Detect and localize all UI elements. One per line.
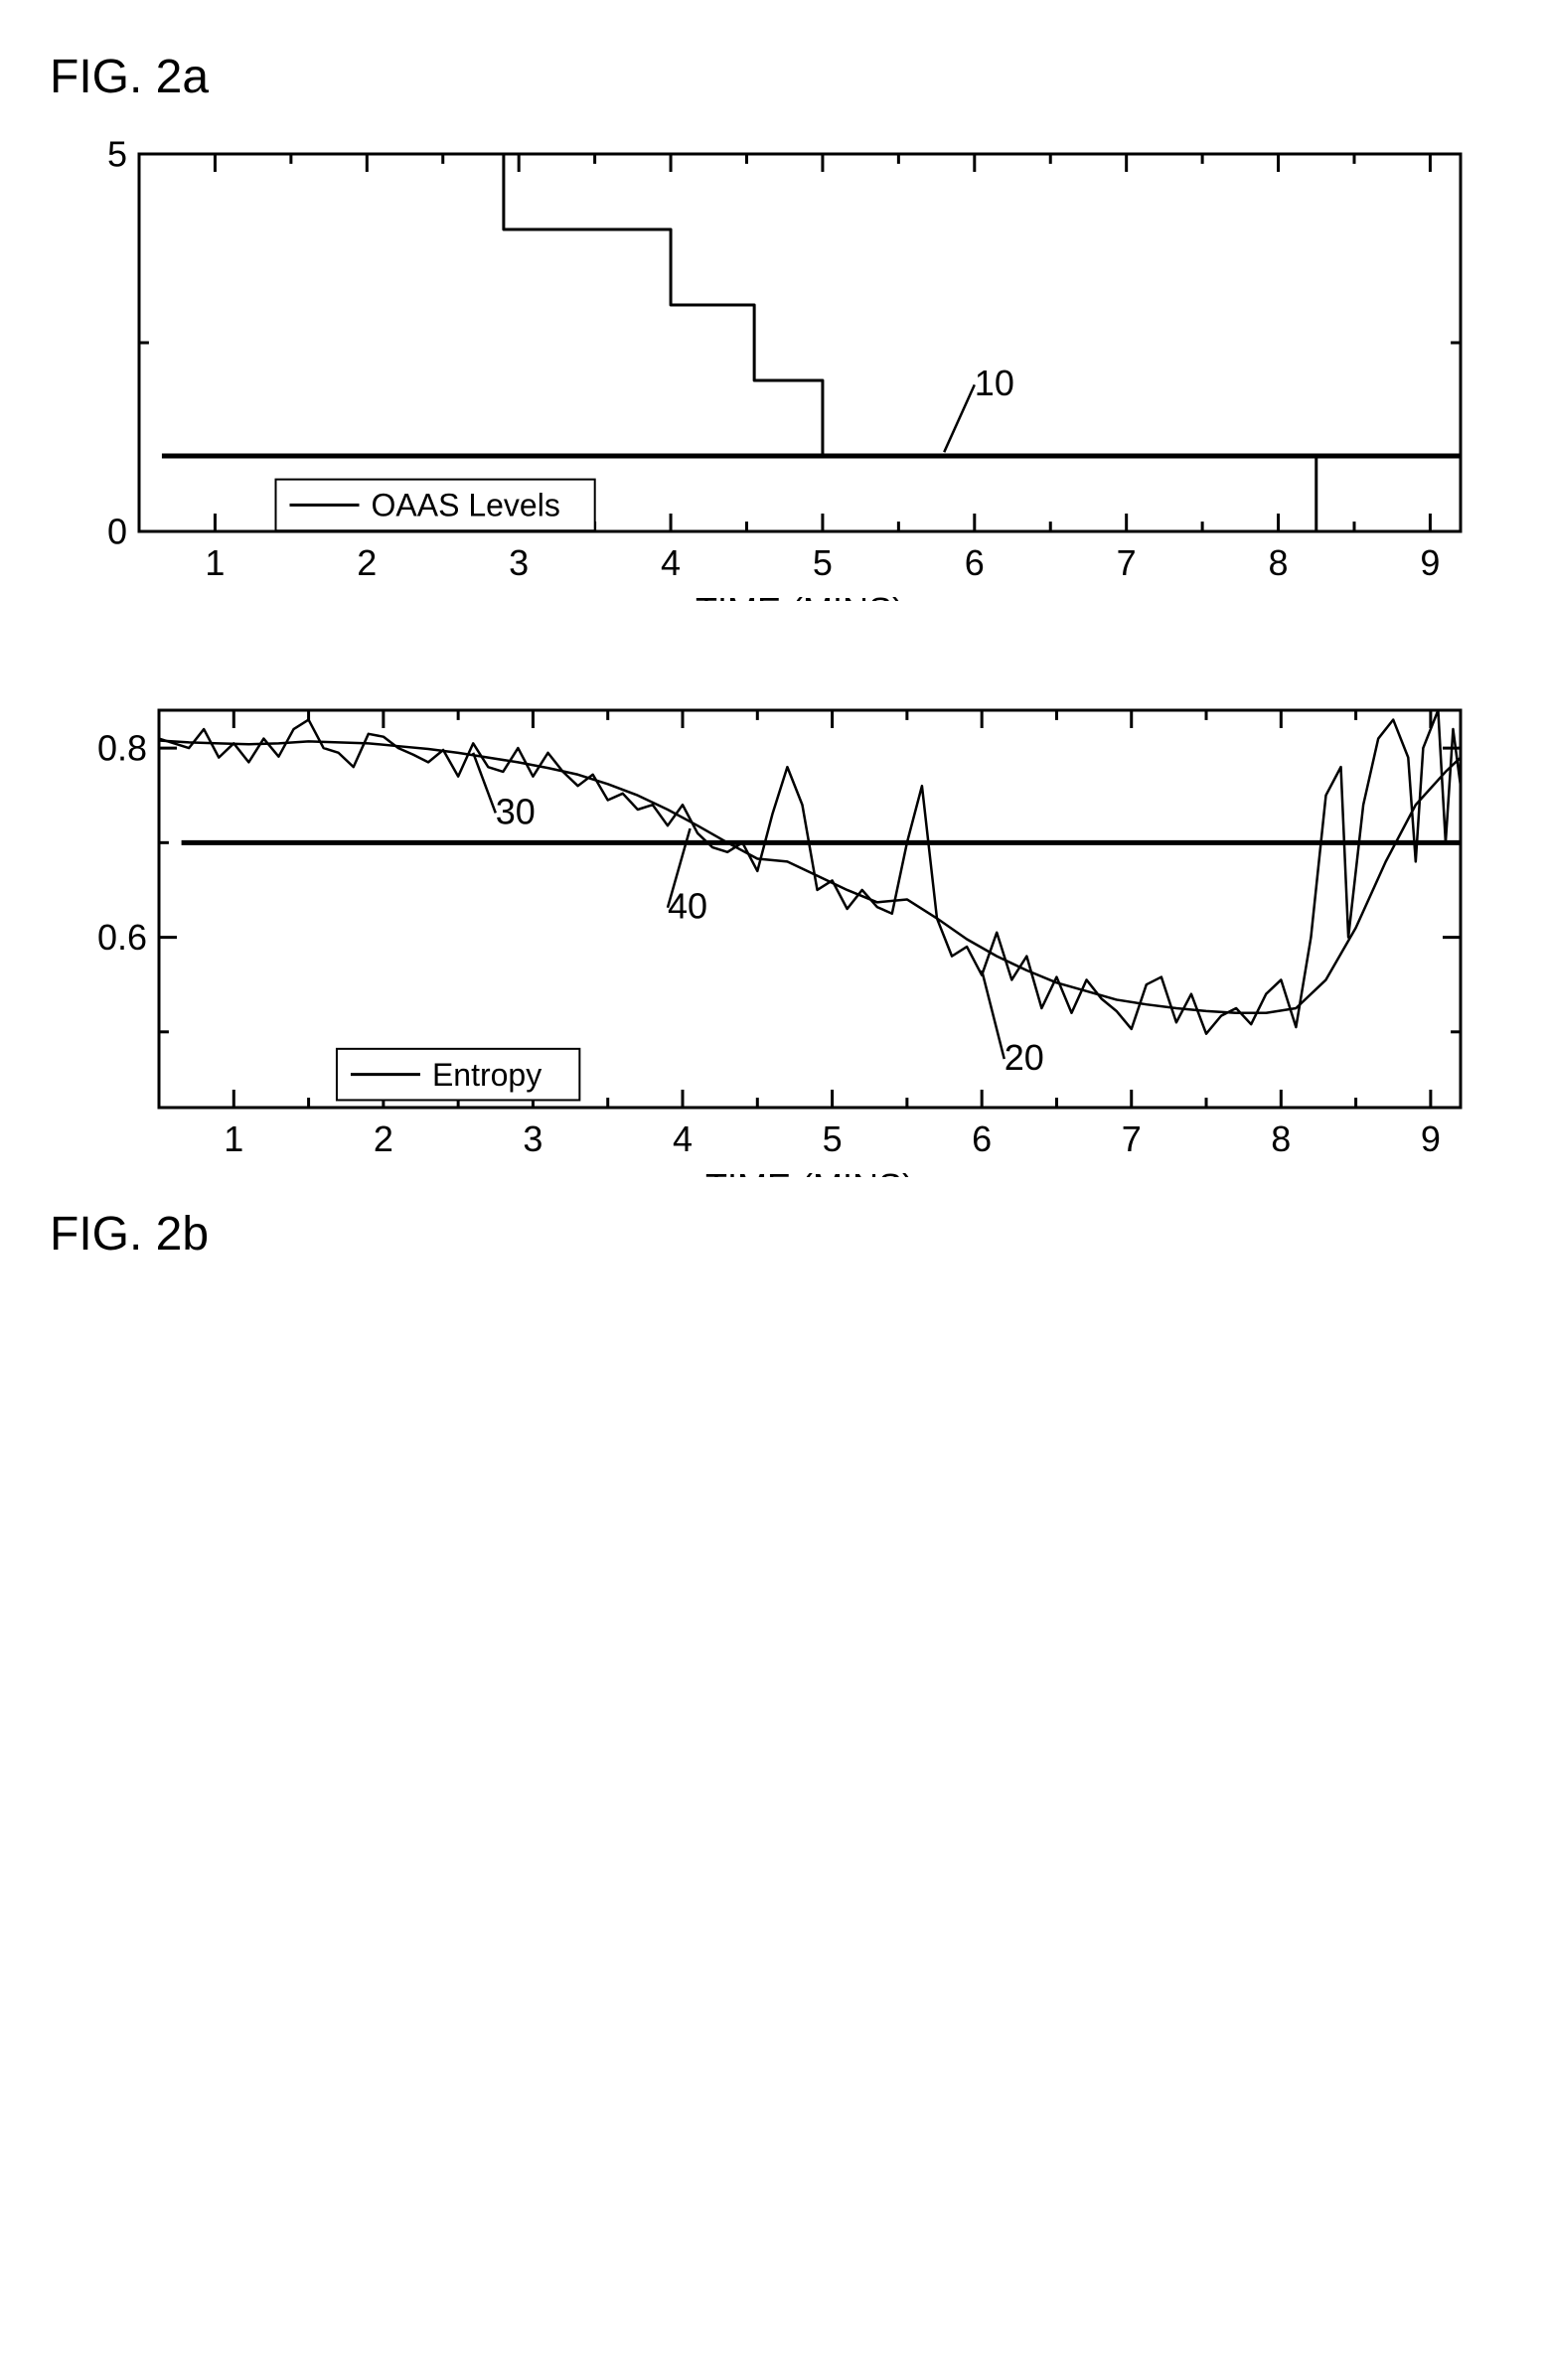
svg-text:Entropy: Entropy bbox=[432, 1057, 541, 1093]
figure-2a-label: FIG. 2a bbox=[50, 50, 1497, 104]
svg-text:1: 1 bbox=[224, 1118, 243, 1159]
svg-text:0: 0 bbox=[107, 512, 127, 552]
chart-2a: 1 2 3 4 5 6 7 8 9 0 5 TIME (MINS) 10 OAAS Levels bbox=[50, 124, 1490, 601]
svg-text:TIME (MINS): TIME (MINS) bbox=[696, 590, 904, 601]
svg-text:3: 3 bbox=[509, 542, 529, 583]
svg-text:9: 9 bbox=[1420, 542, 1440, 583]
svg-text:6: 6 bbox=[972, 1118, 992, 1159]
svg-text:7: 7 bbox=[1117, 542, 1137, 583]
svg-text:9: 9 bbox=[1421, 1118, 1441, 1159]
svg-text:6: 6 bbox=[965, 542, 985, 583]
svg-text:3: 3 bbox=[523, 1118, 542, 1159]
figure-2b: 1234567890.60.8TIME (MINS)304020Entropy … bbox=[50, 680, 1497, 1262]
svg-text:7: 7 bbox=[1122, 1118, 1142, 1159]
svg-text:40: 40 bbox=[668, 886, 707, 927]
svg-text:OAAS Levels: OAAS Levels bbox=[372, 488, 560, 523]
svg-text:4: 4 bbox=[673, 1118, 693, 1159]
svg-text:5: 5 bbox=[813, 542, 833, 583]
svg-text:0.8: 0.8 bbox=[97, 728, 147, 769]
svg-text:2: 2 bbox=[357, 542, 377, 583]
svg-text:4: 4 bbox=[661, 542, 681, 583]
svg-text:2: 2 bbox=[374, 1118, 393, 1159]
svg-text:0.6: 0.6 bbox=[97, 917, 147, 958]
figure-2b-label: FIG. 2b bbox=[50, 1207, 1497, 1262]
figure-2a: FIG. 2a 1 2 3 4 5 6 7 8 9 0 5 TIME (MINS) 10 OAAS Lev… bbox=[50, 50, 1497, 601]
svg-text:10: 10 bbox=[975, 363, 1014, 403]
svg-text:20: 20 bbox=[1005, 1037, 1044, 1078]
svg-text:5: 5 bbox=[107, 134, 127, 175]
svg-text:1: 1 bbox=[205, 542, 225, 583]
svg-text:8: 8 bbox=[1271, 1118, 1291, 1159]
svg-text:5: 5 bbox=[823, 1118, 843, 1159]
svg-text:8: 8 bbox=[1269, 542, 1289, 583]
svg-text:30: 30 bbox=[496, 791, 536, 831]
chart-2b: 1 2 3 4 5 6 7 8 9 0.6 0.8 TIME (MINS) 30 40 20 Entropy bbox=[50, 680, 1490, 1177]
svg-text:TIME (MINS): TIME (MINS) bbox=[705, 1166, 914, 1177]
